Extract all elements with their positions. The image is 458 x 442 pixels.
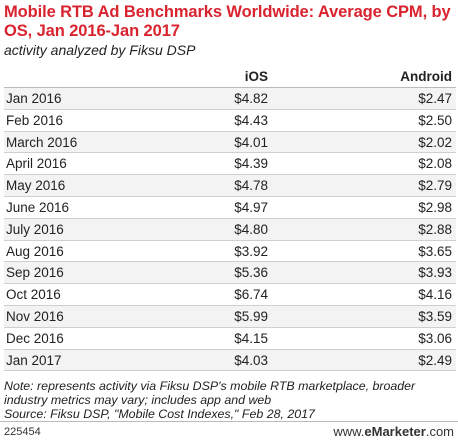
chart-notes: Note: represents activity via Fiksu DSP'… — [4, 379, 454, 421]
table-row: June 2016 $4.97 $2.98 — [4, 196, 456, 219]
ios-value: $4.39 — [234, 156, 268, 172]
table-body: Jan 2016 $4.82 $2.47 Feb 2016 $4.43 $2.50 Marc… — [4, 88, 456, 372]
row-label: Nov 2016 — [6, 308, 64, 324]
table-row: Jan 2017 $4.03 $2.49 — [4, 349, 456, 372]
row-label: Jan 2016 — [6, 91, 62, 106]
ios-value: $4.78 — [234, 178, 268, 194]
table-row: Nov 2016 $5.99 $3.59 — [4, 305, 456, 328]
table-row: May 2016 $4.78 $2.79 — [4, 175, 456, 197]
chart-title: Mobile RTB Ad Benchmarks Worldwide: Aver… — [4, 3, 451, 40]
note-text: Note: represents activity via Fiksu DSP'… — [4, 379, 416, 407]
ios-value: $4.01 — [234, 134, 268, 150]
footer: 225454 www.eMarketer.com — [0, 421, 458, 442]
chart-subtitle: activity analyzed by Fiksu DSP — [4, 42, 196, 58]
android-value: $4.16 — [418, 287, 452, 303]
table-row: Feb 2016 $4.43 $2.50 — [4, 109, 456, 132]
ios-value: $3.92 — [234, 243, 268, 259]
ios-value: $4.03 — [234, 352, 268, 368]
source-text: Source: Fiksu DSP, "Mobile Cost Indexes,… — [4, 407, 315, 421]
table-row: Dec 2016 $4.15 $3.06 — [4, 327, 456, 350]
table-row: April 2016 $4.39 $2.08 — [4, 153, 456, 176]
android-value: $3.65 — [418, 243, 452, 259]
row-label: March 2016 — [6, 134, 78, 150]
android-value: $2.79 — [418, 178, 452, 194]
row-label: Dec 2016 — [6, 330, 64, 346]
brand-suffix: .com — [425, 424, 454, 439]
table-row: Oct 2016 $6.74 $4.16 — [4, 284, 456, 306]
ios-value: $6.74 — [234, 287, 268, 303]
ios-value: $5.36 — [234, 265, 268, 281]
table-header-row: iOS Android — [4, 65, 456, 88]
ios-value: $4.15 — [234, 330, 268, 346]
ios-value: $4.82 — [234, 91, 268, 106]
android-value: $2.88 — [418, 221, 452, 237]
android-value: $3.59 — [418, 308, 452, 324]
data-table: iOS Android Jan 2016 $4.82 $2.47 Feb 2016 $4… — [4, 65, 456, 372]
row-label: April 2016 — [6, 156, 67, 172]
android-value: $3.06 — [418, 330, 452, 346]
ios-value: $4.43 — [234, 112, 268, 128]
row-label: July 2016 — [6, 221, 64, 237]
android-value: $2.02 — [418, 134, 452, 150]
row-label: Sep 2016 — [6, 265, 64, 281]
android-value: $2.50 — [418, 112, 452, 128]
android-value: $2.49 — [418, 352, 452, 368]
row-label: Aug 2016 — [6, 243, 64, 259]
brand-name: eMarketer — [364, 424, 426, 439]
table-row: March 2016 $4.01 $2.02 — [4, 131, 456, 154]
row-label: Jan 2017 — [6, 352, 62, 368]
row-label: Feb 2016 — [6, 112, 64, 128]
android-value: $2.08 — [418, 156, 452, 172]
ios-value: $4.97 — [234, 199, 268, 215]
header-ios: iOS — [244, 69, 268, 84]
table-row: July 2016 $4.80 $2.88 — [4, 218, 456, 241]
row-label: May 2016 — [6, 178, 66, 194]
table-row: Sep 2016 $5.36 $3.93 — [4, 262, 456, 285]
android-value: $2.47 — [418, 91, 452, 106]
ios-value: $4.80 — [234, 221, 268, 237]
row-label: Oct 2016 — [6, 287, 61, 303]
table-row: Aug 2016 $3.92 $3.65 — [4, 240, 456, 263]
brand-prefix: www. — [333, 424, 365, 439]
android-value: $2.98 — [418, 199, 452, 215]
header-android: Android — [400, 69, 452, 84]
ios-value: $5.99 — [234, 308, 268, 324]
android-value: $3.93 — [418, 265, 452, 281]
table-row: Jan 2016 $4.82 $2.47 — [4, 88, 456, 110]
brand-link[interactable]: www.eMarketer.com — [333, 424, 454, 439]
chart-id: 225454 — [4, 426, 41, 438]
row-label: June 2016 — [6, 199, 70, 215]
